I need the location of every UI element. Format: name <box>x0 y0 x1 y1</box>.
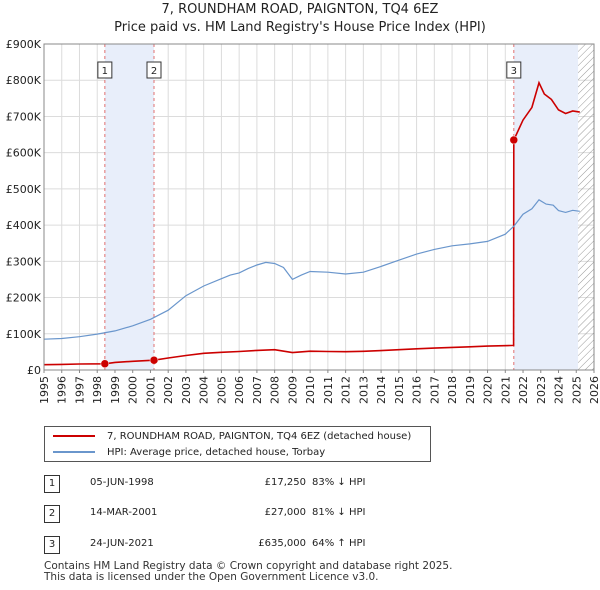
legend-line-hpi <box>53 451 95 453</box>
y-tick-label: £100K <box>6 328 42 341</box>
x-tick-label: 2022 <box>517 376 530 404</box>
x-tick-label: 2015 <box>393 376 406 404</box>
transaction-hpi-diff: 83% ↓ HPI <box>312 477 366 488</box>
x-tick-label: 2011 <box>322 376 335 404</box>
x-tick-label: 2009 <box>286 376 299 404</box>
y-tick-label: £800K <box>6 74 42 87</box>
x-tick-label: 2000 <box>127 376 140 404</box>
legend-label-price: 7, ROUNDHAM ROAD, PAIGNTON, TQ4 6EZ (det… <box>107 430 412 442</box>
transaction-date: 24-JUN-2021 <box>90 538 154 549</box>
footer-copyright: Contains HM Land Registry data © Crown c… <box>44 560 453 572</box>
transaction-price: £635,000 <box>258 538 306 549</box>
legend: 7, ROUNDHAM ROAD, PAIGNTON, TQ4 6EZ (det… <box>44 426 431 462</box>
plot-frame <box>43 43 595 371</box>
x-tick-label: 2001 <box>144 376 157 404</box>
sale-point <box>149 355 159 365</box>
transaction-hpi-diff: 81% ↓ HPI <box>312 507 366 518</box>
legend-label-hpi: HPI: Average price, detached house, Torb… <box>107 446 326 458</box>
x-tick-label: 2004 <box>198 376 211 404</box>
y-tick-label: £300K <box>6 255 42 268</box>
y-tick-label: £400K <box>6 219 42 232</box>
sale-point <box>509 135 519 145</box>
series-line-hpi <box>43 199 580 340</box>
y-tick-label: £700K <box>6 110 42 123</box>
chart-subtitle: Price paid vs. HM Land Registry's House … <box>114 20 486 35</box>
x-tick-label: 2007 <box>251 376 264 404</box>
sale-marker-box <box>506 61 522 79</box>
transaction-date: 05-JUN-1998 <box>90 477 154 488</box>
sale-marker-label: 1 <box>102 66 108 77</box>
x-tick-label: 1998 <box>91 376 104 404</box>
shaded-period <box>104 44 154 370</box>
sale-marker-label: 3 <box>511 66 517 77</box>
x-tick-label: 2023 <box>535 376 548 404</box>
x-tick-label: 2012 <box>340 376 353 404</box>
x-tick-label: 2005 <box>215 376 228 404</box>
x-tick-label: 2021 <box>499 376 512 404</box>
x-tick-label: 2026 <box>588 376 600 404</box>
x-tick-label: 2003 <box>180 376 193 404</box>
x-tick-label: 2002 <box>162 376 175 404</box>
x-tick-label: 1995 <box>38 376 51 404</box>
y-tick-label: £900K <box>6 38 42 51</box>
transaction-price: £17,250 <box>264 477 306 488</box>
price-chart: 1 2 3 £0 £100K £200K £300K £400K £500K £600K £700… <box>6 38 600 404</box>
x-tick-label: 2018 <box>446 376 459 404</box>
x-tick-label: 2025 <box>570 376 583 404</box>
transaction-number: 2 <box>44 505 60 523</box>
chart-title: 7, ROUNDHAM ROAD, PAIGNTON, TQ4 6EZ <box>161 2 439 17</box>
x-tick-label: 1996 <box>56 376 69 404</box>
y-tick-label: £200K <box>6 292 42 305</box>
x-tick-label: 2010 <box>304 376 317 404</box>
x-tick-label: 2019 <box>464 376 477 404</box>
x-tick-label: 2013 <box>357 376 370 404</box>
x-tick-label: 2006 <box>233 376 246 404</box>
transaction-date: 14-MAR-2001 <box>90 507 158 518</box>
x-tick-label: 2020 <box>482 376 495 404</box>
y-tick-label: £600K <box>6 147 42 160</box>
x-tick-label: 2008 <box>269 376 282 404</box>
x-tick-label: 1997 <box>73 376 86 404</box>
sale-marker-label: 2 <box>151 66 157 77</box>
transaction-number: 1 <box>44 475 60 493</box>
y-tick-label: £500K <box>6 183 42 196</box>
transaction-price: £27,000 <box>264 507 306 518</box>
x-tick-label: 2024 <box>553 376 566 404</box>
x-tick-label: 2017 <box>428 376 441 404</box>
legend-item-hpi: HPI: Average price, detached house, Torb… <box>53 444 325 460</box>
transaction-hpi-diff: 64% ↑ HPI <box>312 538 366 549</box>
y-tick-label: £0 <box>27 364 41 377</box>
forecast-hatch <box>578 44 594 370</box>
transaction-number: 3 <box>44 536 60 554</box>
shaded-period <box>513 44 579 370</box>
legend-line-price <box>53 435 95 437</box>
footer-licence: This data is licensed under the Open Gov… <box>44 571 379 583</box>
x-tick-label: 2014 <box>375 376 388 404</box>
sale-point <box>100 359 110 369</box>
x-tick-label: 2016 <box>411 376 424 404</box>
legend-item-price: 7, ROUNDHAM ROAD, PAIGNTON, TQ4 6EZ (det… <box>53 428 411 444</box>
x-tick-label: 1999 <box>109 376 122 404</box>
sale-marker-box <box>146 61 162 79</box>
sale-marker-box <box>97 61 113 79</box>
